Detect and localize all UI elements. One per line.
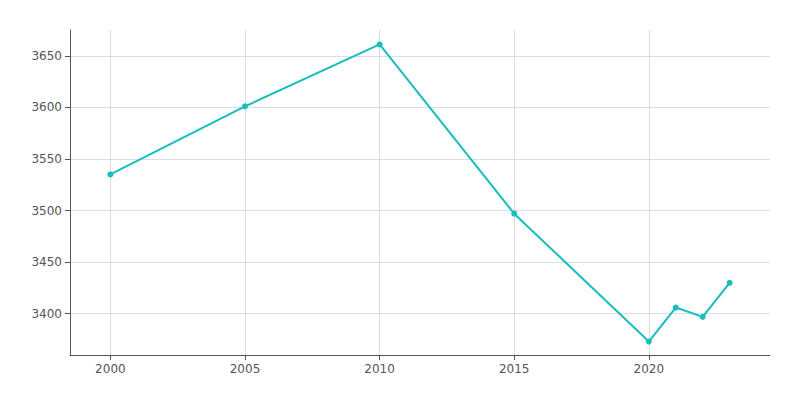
svg-text:2015: 2015 — [499, 362, 530, 376]
svg-text:3500: 3500 — [31, 204, 62, 218]
svg-text:3400: 3400 — [31, 307, 62, 321]
svg-text:3650: 3650 — [31, 49, 62, 63]
svg-text:2005: 2005 — [230, 362, 261, 376]
svg-text:3450: 3450 — [31, 255, 62, 269]
svg-text:2020: 2020 — [634, 362, 665, 376]
svg-text:3550: 3550 — [31, 152, 62, 166]
svg-text:3600: 3600 — [31, 100, 62, 114]
svg-text:2000: 2000 — [95, 362, 126, 376]
svg-text:2010: 2010 — [364, 362, 395, 376]
